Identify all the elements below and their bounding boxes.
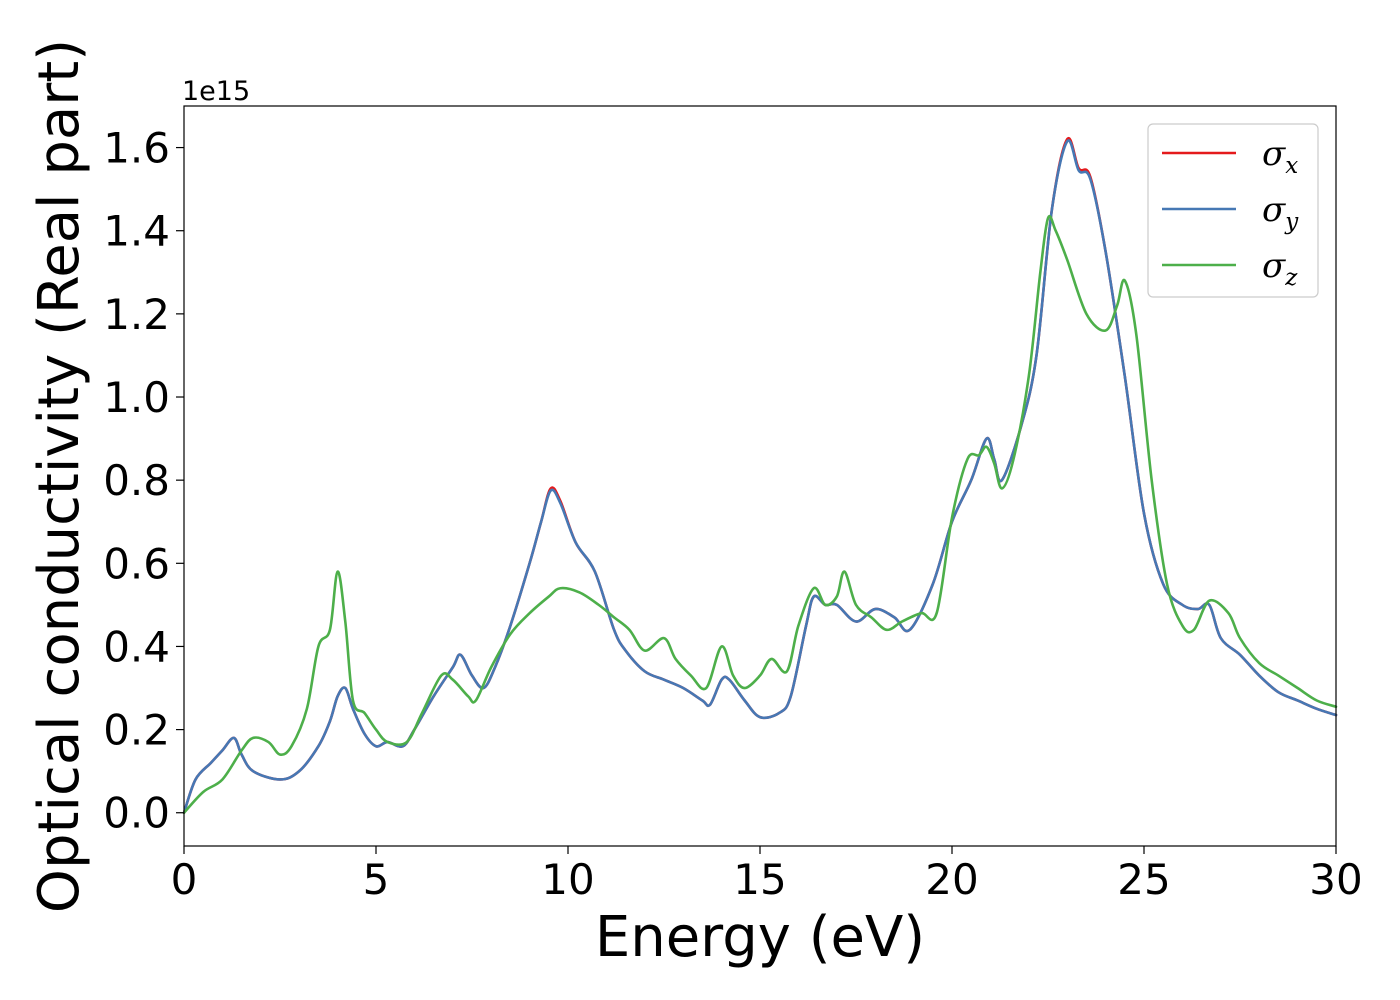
y-tick-label: 1.0: [103, 373, 170, 422]
x-axis-ticks: 0 5 10 15 20 25 30: [171, 846, 1363, 904]
y-tick-label: 0.6: [103, 539, 170, 588]
x-tick-label: 10: [541, 855, 594, 904]
series-line-z: [182, 215, 1338, 815]
x-tick-label: 15: [733, 855, 786, 904]
x-tick-label: 0: [171, 855, 198, 904]
series-lines: [182, 136, 1338, 815]
y-axis-label: Optical conductivity (Real part): [27, 39, 92, 913]
y-tick-label: 0.4: [103, 622, 170, 671]
y-offset-label: 1e15: [182, 76, 250, 107]
x-axis-label: Energy (eV): [595, 905, 925, 970]
x-tick-label: 5: [363, 855, 390, 904]
y-tick-label: 0.0: [103, 789, 170, 838]
x-tick-label: 20: [925, 855, 978, 904]
plot-area: [184, 106, 1336, 846]
legend-subscript: z: [1284, 265, 1298, 291]
series-line-y: [182, 139, 1338, 815]
x-tick-label: 30: [1309, 855, 1362, 904]
legend-frame: [1147, 123, 1319, 298]
y-tick-label: 0.8: [103, 456, 170, 505]
y-tick-label: 1.4: [103, 207, 170, 256]
y-tick-label: 1.2: [103, 290, 170, 339]
legend-label-y: σy: [1262, 190, 1299, 235]
y-tick-label: 1.6: [103, 124, 170, 173]
legend-subscript: x: [1285, 153, 1298, 179]
y-tick-label: 0.2: [103, 706, 170, 755]
y-axis-ticks: 0.0 0.2 0.4 0.6 0.8 1.0 1.2 1.4 1.6: [103, 124, 184, 838]
legend-subscript: y: [1284, 209, 1299, 235]
x-tick-label: 25: [1117, 855, 1170, 904]
plot-frame: [183, 105, 1337, 847]
